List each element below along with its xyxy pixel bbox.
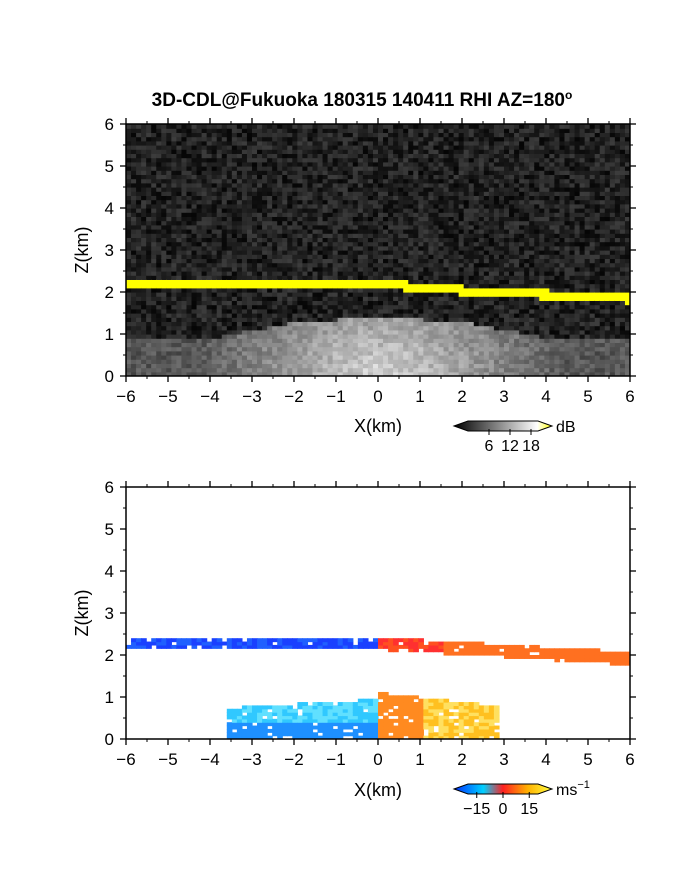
colorbar-tick-label: 18 (522, 438, 540, 455)
x-tick-label: −5 (158, 387, 177, 406)
x-tick-label: −4 (200, 387, 219, 406)
colorbar-tick-label: 6 (485, 438, 494, 455)
x-tick-label: −3 (242, 387, 261, 406)
x-tick-label: 5 (583, 387, 592, 406)
y-tick-label: 5 (105, 157, 114, 176)
colorbar-unit: dB (556, 419, 576, 436)
x-tick-label: 6 (625, 750, 634, 769)
colorbar-tick-label: 0 (499, 801, 508, 818)
x-axis-label: X(km) (354, 780, 402, 800)
x-tick-label: −1 (326, 750, 345, 769)
x-axis-label: X(km) (354, 416, 402, 436)
colorbar: dB 6 12 18 (452, 419, 576, 455)
colorbar: ms−1 −15 0 15 (452, 779, 590, 818)
chart-title: 3D-CDL@Fukuoka 180315 140411 RHI AZ=180o (152, 88, 573, 111)
y-tick-label: 2 (105, 283, 114, 302)
x-tick-label: 2 (457, 750, 466, 769)
colorbar-tick-label: −15 (463, 801, 490, 818)
y-axis-label: Z(km) (72, 590, 92, 637)
x-tick-label: −1 (326, 387, 345, 406)
colorbar-unit: ms−1 (556, 779, 590, 799)
x-tick-label: 1 (415, 750, 424, 769)
y-axis-label: Z(km) (72, 227, 92, 274)
x-tick-label: 3 (499, 387, 508, 406)
x-tick-label: −2 (284, 387, 303, 406)
y-tick-label: 1 (105, 325, 114, 344)
velocity-panel: −6 −5 −4 −3 −2 −1 0 1 2 3 4 5 6 0 1 2 3 4 5 6 X(km) Z(km) m… (72, 478, 636, 818)
x-tick-label: −6 (116, 387, 135, 406)
axis-ticks: −6 −5 −4 −3 −2 −1 0 1 2 3 4 5 6 0 1 2 3 4 5 6 (105, 478, 636, 769)
x-tick-label: −2 (284, 750, 303, 769)
x-tick-label: −4 (200, 750, 219, 769)
y-tick-label: 0 (105, 367, 114, 386)
x-tick-label: 4 (541, 387, 550, 406)
y-tick-label: 3 (105, 241, 114, 260)
y-tick-label: 4 (105, 199, 114, 218)
velocity-image (126, 638, 630, 739)
colorbar-scale (452, 420, 554, 432)
x-tick-label: −6 (116, 750, 135, 769)
x-tick-label: −5 (158, 750, 177, 769)
y-tick-label: 1 (105, 688, 114, 707)
x-tick-label: 1 (415, 387, 424, 406)
y-tick-label: 3 (105, 604, 114, 623)
x-tick-label: 0 (373, 387, 382, 406)
y-tick-label: 5 (105, 520, 114, 539)
x-tick-label: 4 (541, 750, 550, 769)
x-tick-label: −3 (242, 750, 261, 769)
colorbar-scale (452, 783, 554, 795)
y-tick-label: 6 (105, 115, 114, 134)
colorbar-tick-label: 15 (520, 801, 538, 818)
y-tick-label: 0 (105, 730, 114, 749)
x-tick-label: 6 (625, 387, 634, 406)
colorbar-tick-label: 12 (501, 438, 519, 455)
y-tick-label: 6 (105, 478, 114, 497)
y-tick-label: 4 (105, 562, 114, 581)
x-tick-label: 5 (583, 750, 592, 769)
x-tick-label: 0 (373, 750, 382, 769)
backscatter-image (126, 124, 630, 376)
x-tick-label: 3 (499, 750, 508, 769)
axis-ticks: −6 −5 −4 −3 −2 −1 0 1 2 3 4 5 6 0 1 2 3 4 5 6 (105, 115, 636, 406)
y-tick-label: 2 (105, 646, 114, 665)
x-tick-label: 2 (457, 387, 466, 406)
